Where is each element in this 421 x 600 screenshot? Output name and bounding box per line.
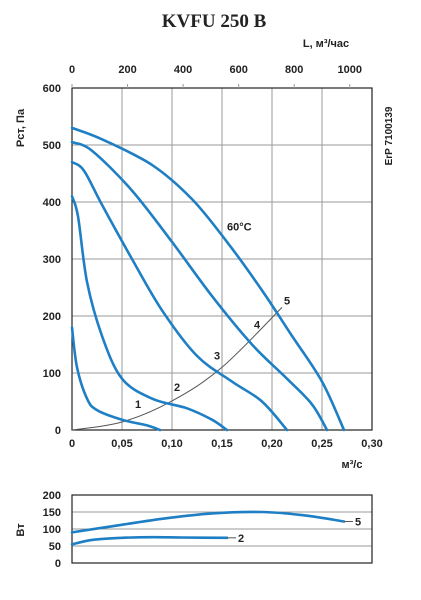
x-tick-label: 0,10 bbox=[161, 438, 182, 450]
top-tick-label: 800 bbox=[285, 64, 303, 76]
pressure-curve-2 bbox=[70, 195, 229, 432]
y-tick-label: 0 bbox=[55, 425, 61, 437]
power-y-tick-label: 150 bbox=[43, 507, 61, 519]
pressure-curves bbox=[70, 126, 346, 432]
chart-title: KVFU 250 B bbox=[162, 11, 267, 32]
power-y-axis-label: Вт bbox=[15, 523, 27, 537]
y-tick-label: 200 bbox=[43, 311, 61, 323]
top-axis-label: L, м³/час bbox=[303, 38, 349, 50]
pressure-chart: 0 0,05 0,10 0,15 0,20 0,25 0,30 0 100 200 300 400 5… bbox=[15, 38, 395, 471]
pressure-curve-5 bbox=[70, 126, 346, 432]
power-y-tick-label: 100 bbox=[43, 524, 61, 536]
y-tick-label: 600 bbox=[43, 83, 61, 95]
y-tick-label: 300 bbox=[43, 254, 61, 266]
curve-label: 2 bbox=[174, 382, 180, 394]
top-tick-label: 200 bbox=[118, 64, 136, 76]
pressure-curve-1 bbox=[70, 326, 162, 432]
x-tick-label: 0,30 bbox=[361, 438, 382, 450]
top-tick-label: 0 bbox=[69, 64, 75, 76]
x-tick-label: 0,15 bbox=[211, 438, 232, 450]
x-tick-label: 0,20 bbox=[261, 438, 282, 450]
power-curve-label: 2 bbox=[238, 533, 244, 545]
power-curve-5 bbox=[70, 510, 346, 534]
curve-label: 5 bbox=[284, 295, 290, 307]
power-y-tick-label: 0 bbox=[55, 558, 61, 570]
power-curve-2 bbox=[70, 535, 229, 546]
x-tick-labels: 0 0,05 0,10 0,15 0,20 0,25 0,30 bbox=[69, 438, 383, 450]
y-tick-label: 100 bbox=[43, 368, 61, 380]
x-tick-label: 0 bbox=[69, 438, 75, 450]
top-tick-label: 1000 bbox=[338, 64, 362, 76]
curve-label: 4 bbox=[254, 319, 261, 331]
curve-labels: 1 2 3 4 5 bbox=[135, 295, 290, 411]
temperature-annotation: 60°C bbox=[227, 222, 252, 234]
power-curve-label: 5 bbox=[355, 517, 361, 529]
system-curve-line bbox=[71, 307, 283, 431]
curve-label: 1 bbox=[135, 399, 141, 411]
y-axis-label: Pст, Па bbox=[15, 108, 27, 147]
y-tick-label: 400 bbox=[43, 197, 61, 209]
x-tick-label: 0,25 bbox=[311, 438, 332, 450]
power-y-tick-label: 200 bbox=[43, 490, 61, 502]
pressure-gridlines bbox=[71, 87, 373, 431]
pressure-plot-frame bbox=[71, 87, 373, 431]
x-axis-label: м³/с bbox=[342, 459, 363, 471]
power-plot-frame bbox=[71, 494, 373, 564]
power-y-tick-labels: 0 50 100 150 200 bbox=[43, 490, 61, 570]
side-label: ErP 7100139 bbox=[384, 106, 395, 165]
x-tick-label: 0,05 bbox=[111, 438, 132, 450]
y-tick-label: 500 bbox=[43, 140, 61, 152]
system-curve bbox=[71, 307, 283, 431]
power-curves bbox=[70, 510, 346, 546]
top-tick-label: 600 bbox=[229, 64, 247, 76]
top-tick-label: 400 bbox=[174, 64, 192, 76]
power-y-tick-label: 50 bbox=[49, 541, 61, 553]
top-tick-labels: 0 200 400 600 800 1000 bbox=[69, 64, 362, 88]
power-gridlines bbox=[72, 494, 372, 564]
power-curve-labels: 25 bbox=[227, 517, 361, 545]
curve-label: 3 bbox=[214, 351, 220, 363]
pressure-curve-4 bbox=[70, 140, 329, 432]
pressure-curve-3 bbox=[70, 160, 289, 432]
y-tick-labels: 0 100 200 300 400 500 600 bbox=[43, 83, 61, 437]
